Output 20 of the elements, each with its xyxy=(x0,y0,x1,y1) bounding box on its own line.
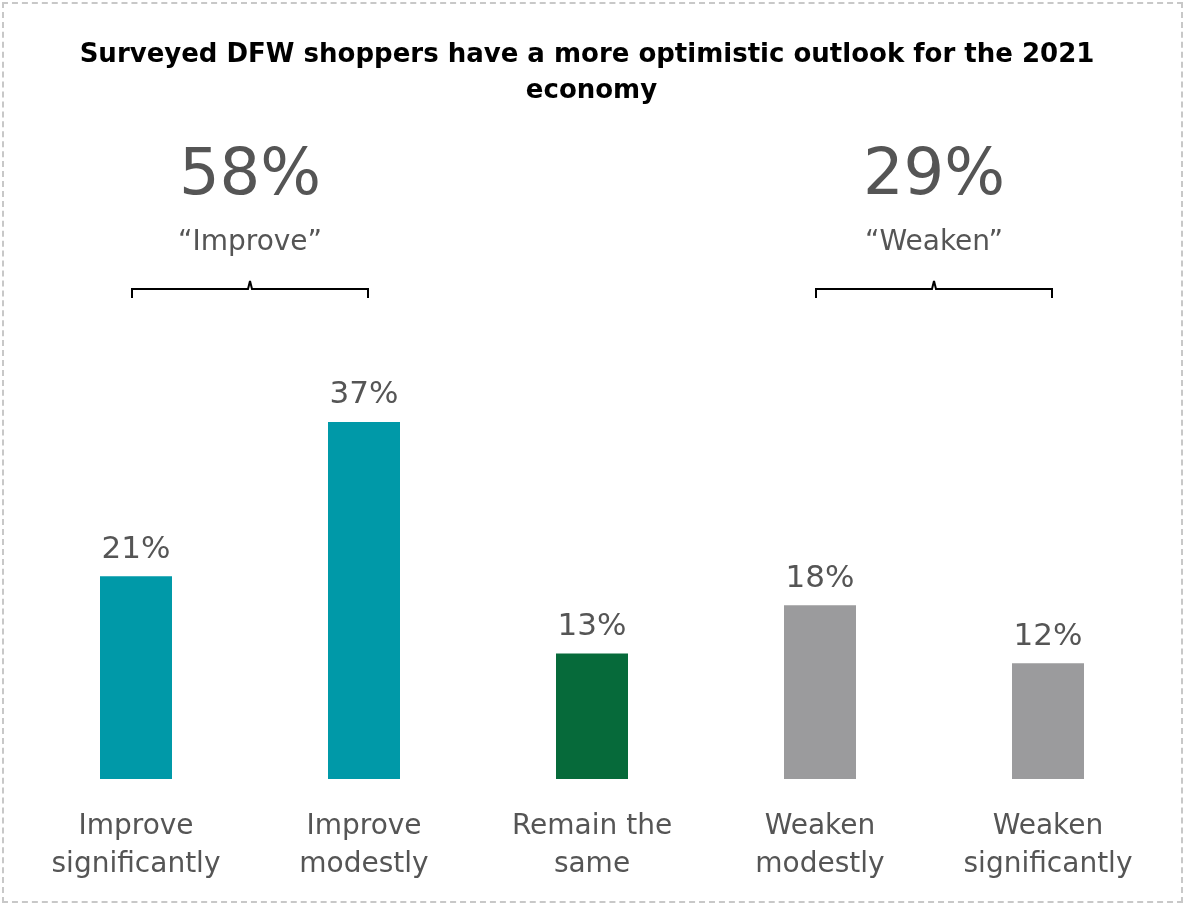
bar xyxy=(328,421,400,779)
bar xyxy=(100,576,172,779)
x-tick-label: Improve modestly xyxy=(299,807,429,879)
chart-title: Surveyed DFW shoppers have a more optimistic outlook for the 2021 economy xyxy=(79,38,1104,104)
bar xyxy=(556,653,628,779)
bar xyxy=(784,605,856,779)
x-tick-label: Weaken modestly xyxy=(755,807,885,879)
text: “Weaken” xyxy=(864,224,1004,257)
data-label: 13% xyxy=(557,606,627,643)
text: 58% xyxy=(178,135,322,209)
x-tick-label: Weaken significantly xyxy=(963,807,1133,879)
data-label: 12% xyxy=(1013,615,1083,652)
x-tick-label: Remain the same xyxy=(511,807,673,879)
text: “Improve” xyxy=(177,224,323,257)
data-label: 21% xyxy=(101,528,171,565)
data-label: 18% xyxy=(785,557,855,594)
text: 29% xyxy=(862,135,1006,209)
x-tick-label: Improve significantly xyxy=(51,807,221,879)
data-label: 37% xyxy=(329,374,399,411)
bar xyxy=(1012,663,1084,779)
